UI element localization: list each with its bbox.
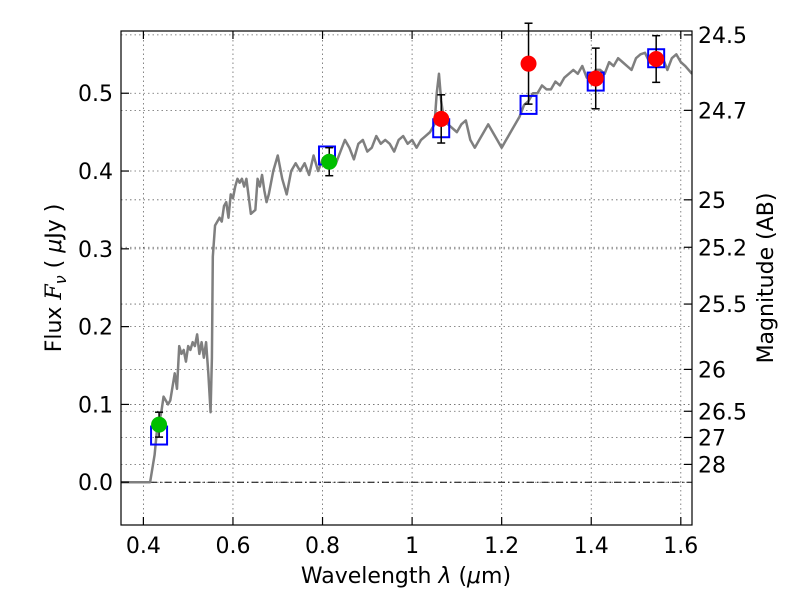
observed-flux-point — [321, 153, 338, 170]
y-tick-label: 0.2 — [78, 316, 113, 341]
axis-ticks — [121, 31, 692, 525]
magnitude-tick-label: 25.5 — [698, 293, 747, 318]
observed-flux-point — [648, 51, 665, 68]
magnitude-tick-label: 25.2 — [698, 236, 747, 261]
y-axis-label: Flux Fν ( μJy ) — [42, 204, 70, 353]
observed-flux-point — [520, 55, 537, 72]
magnitude-tick-label: 26 — [698, 358, 726, 383]
x-tick-label: 0.6 — [215, 534, 250, 559]
observed-flux-point — [151, 416, 168, 433]
y-tick-label: 0.5 — [78, 82, 113, 107]
x-tick-label: 1.2 — [484, 534, 519, 559]
magnitude-tick-label: 24.5 — [698, 24, 747, 49]
x-axis-label: Wavelength λ (μm) — [301, 564, 511, 589]
grid-lines — [121, 31, 692, 525]
magnitude-tick-label: 28 — [698, 453, 726, 478]
y-tick-label: 0.3 — [78, 238, 113, 263]
observed-flux-markers — [151, 51, 665, 433]
x-tick-label: 1.6 — [663, 534, 698, 559]
y-tick-label: 0.4 — [78, 160, 113, 185]
x-tick-label: 0.8 — [305, 534, 340, 559]
x-tick-label: 1.4 — [574, 534, 609, 559]
magnitude-tick-label: 24.7 — [698, 99, 747, 124]
magnitude-tick-label: 26.5 — [698, 400, 747, 425]
observed-flux-point — [587, 70, 604, 87]
y-tick-label: 0.1 — [78, 393, 113, 418]
y-tick-labels: 0.0 0.1 0.2 0.3 0.4 0.5 — [78, 82, 113, 496]
y-tick-label: 0.0 — [78, 471, 113, 496]
x-tick-label: 0.4 — [126, 534, 161, 559]
model-spectrum-line — [121, 51, 692, 484]
magnitude-axis-label: Magnitude (AB) — [754, 193, 779, 364]
plot-area — [121, 51, 692, 484]
magnitude-tick-label: 25 — [698, 189, 726, 214]
x-tick-labels: 0.4 0.6 0.8 1 1.2 1.4 1.6 — [126, 534, 698, 559]
magnitude-tick-label: 27 — [698, 426, 726, 451]
plot-frame — [120, 30, 693, 526]
x-tick-label: 1 — [405, 534, 419, 559]
observed-flux-point — [433, 110, 450, 127]
